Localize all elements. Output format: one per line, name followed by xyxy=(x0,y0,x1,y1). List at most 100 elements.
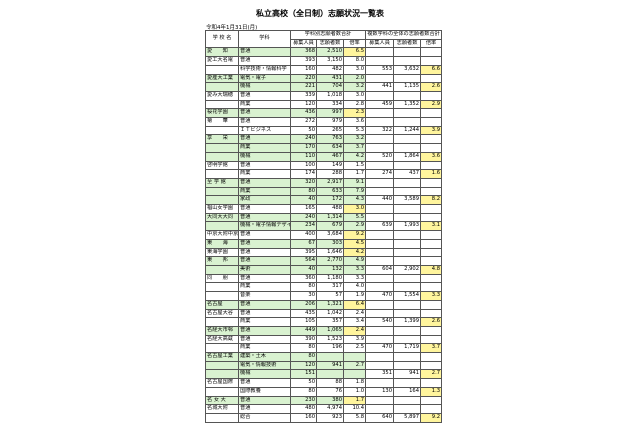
table-cell xyxy=(365,90,395,101)
table-cell: 普通 xyxy=(238,134,291,145)
table-cell: 普通 xyxy=(238,204,291,214)
table-cell: 923 xyxy=(316,412,344,423)
table-cell: 80 xyxy=(290,186,317,197)
table-cell: 普通 xyxy=(238,334,291,345)
table-cell: 50 xyxy=(290,378,317,388)
table-row: 機械 151 351 941 2.7 xyxy=(205,369,443,380)
table-row: 至 学 館普通 320 2,917 9.1 xyxy=(205,177,443,188)
table-cell xyxy=(365,395,395,406)
table-cell xyxy=(393,360,422,371)
table-cell: 普通 xyxy=(238,256,291,266)
table-cell: 6.5 xyxy=(342,47,367,58)
table-cell: 名経大市邨 xyxy=(205,325,239,336)
table-cell xyxy=(365,204,395,214)
table-cell: 5,897 xyxy=(393,412,422,423)
table-cell xyxy=(393,177,422,188)
table-cell: 763 xyxy=(316,134,344,145)
table-cell xyxy=(205,412,239,423)
table-cell xyxy=(205,343,239,353)
table-cell: 172 xyxy=(316,195,344,206)
table-row: 電気・情報技術 120 941 2.7 xyxy=(205,360,443,371)
table-cell xyxy=(393,273,422,284)
table-cell: 普通 xyxy=(238,247,291,258)
table-cell: 380 xyxy=(316,395,344,406)
table-cell: 名古屋 xyxy=(205,299,239,310)
table-cell: 愛産大工業 xyxy=(205,73,239,84)
table-cell: 130 xyxy=(365,386,395,397)
table-cell xyxy=(420,282,443,293)
table-cell: 8.2 xyxy=(420,195,443,206)
table-cell: 265 xyxy=(316,125,344,136)
table-cell xyxy=(365,186,395,197)
table-cell: 220 xyxy=(290,73,317,84)
table-row: 名経大高蔵 普通 390 1,523 3.9 xyxy=(205,334,443,345)
table-cell: 3.0 xyxy=(342,64,367,75)
table-cell: 470 xyxy=(365,343,395,353)
table-cell: 488 xyxy=(316,204,344,214)
table-cell: 2.4 xyxy=(342,325,367,336)
table-cell: 3,150 xyxy=(316,56,344,66)
table-cell: 啓明学館 xyxy=(205,160,239,171)
table-cell: 2.5 xyxy=(342,343,367,353)
table-cell xyxy=(205,82,239,92)
title: 私立高校（全日制）志願状況一覧表 xyxy=(256,9,384,18)
table-cell: 享 栄 xyxy=(205,134,239,145)
table-cell: 中京大附中京 xyxy=(205,230,239,240)
table-cell: 160 xyxy=(290,412,317,423)
table-cell: 7.9 xyxy=(342,186,367,197)
table-cell: 同 朋 xyxy=(205,273,239,284)
table-cell: 160 xyxy=(290,64,317,75)
table-cell: 5.8 xyxy=(342,412,367,423)
table-row: 中京大附中京 普通 400 3,684 9.2 xyxy=(205,230,443,240)
table-row: 同 朋普通 360 1,180 3.3 xyxy=(205,273,443,284)
table-cell xyxy=(420,230,443,240)
table-cell xyxy=(420,238,443,249)
table-cell xyxy=(205,221,239,232)
table-cell xyxy=(393,134,422,145)
table-cell: 商業 xyxy=(238,143,291,153)
table-cell: 普通 xyxy=(238,230,291,240)
table-cell: 322 xyxy=(365,125,395,136)
table-cell: 1,719 xyxy=(393,343,422,353)
table-cell xyxy=(205,169,239,179)
table-cell: 4.3 xyxy=(342,195,367,206)
table-cell: 10.4 xyxy=(342,404,367,414)
table-cell xyxy=(342,352,367,362)
table-cell: 普通 xyxy=(238,299,291,310)
table-cell: 520 xyxy=(365,151,395,162)
table-cell xyxy=(365,134,395,145)
table-cell: 435 xyxy=(290,308,317,319)
table-cell: 8.0 xyxy=(342,56,367,66)
table-cell: 普通 xyxy=(238,177,291,188)
table-cell xyxy=(420,247,443,258)
table-body: 愛 知普通 368 2,510 6.5 愛工大名電 普通 393 3,150 8.0 科学技術・情… xyxy=(205,47,443,423)
table-cell xyxy=(205,360,239,371)
table-row: ＩＴビジネス 50 265 5.3 322 1,244 3.9 xyxy=(205,125,443,136)
table-cell: 351 xyxy=(365,369,395,380)
table-cell: 174 xyxy=(290,169,317,179)
table-cell xyxy=(393,352,422,362)
table-row: 東 邦普通 564 2,770 4.9 xyxy=(205,256,443,266)
table-cell: 360 xyxy=(290,273,317,284)
header-row: 学 校 名 学科 学科別志願者数合計 複数学科の全体の志願者数合計 xyxy=(205,29,443,49)
table-cell: 3.2 xyxy=(342,82,367,92)
table-cell: 椙山女学園 xyxy=(205,204,239,214)
table-cell: 3.9 xyxy=(342,334,367,345)
table-cell xyxy=(205,125,239,136)
table-cell: 436 xyxy=(290,108,317,119)
table-cell xyxy=(316,369,344,380)
table-cell: 1,864 xyxy=(393,151,422,162)
table-row: 国際教養 80 76 1.0 130 164 1.3 xyxy=(205,386,443,397)
header-cell: 募集人員 xyxy=(365,38,395,49)
table-cell: 5.3 xyxy=(342,125,367,136)
table-cell: 604 xyxy=(365,265,395,275)
table-cell: 科学技術・情報科学 xyxy=(238,64,291,75)
table-cell xyxy=(393,73,422,84)
table-cell: 196 xyxy=(316,343,344,353)
table-cell: 普通 xyxy=(238,117,291,127)
table-cell: 3.0 xyxy=(342,204,367,214)
table-cell: 1,244 xyxy=(393,125,422,136)
table-cell: 540 xyxy=(365,317,395,327)
table-row: 東 海普通 67 303 4.5 xyxy=(205,238,443,249)
table-row: 名古屋大谷 普通 435 1,042 2.4 xyxy=(205,308,443,319)
